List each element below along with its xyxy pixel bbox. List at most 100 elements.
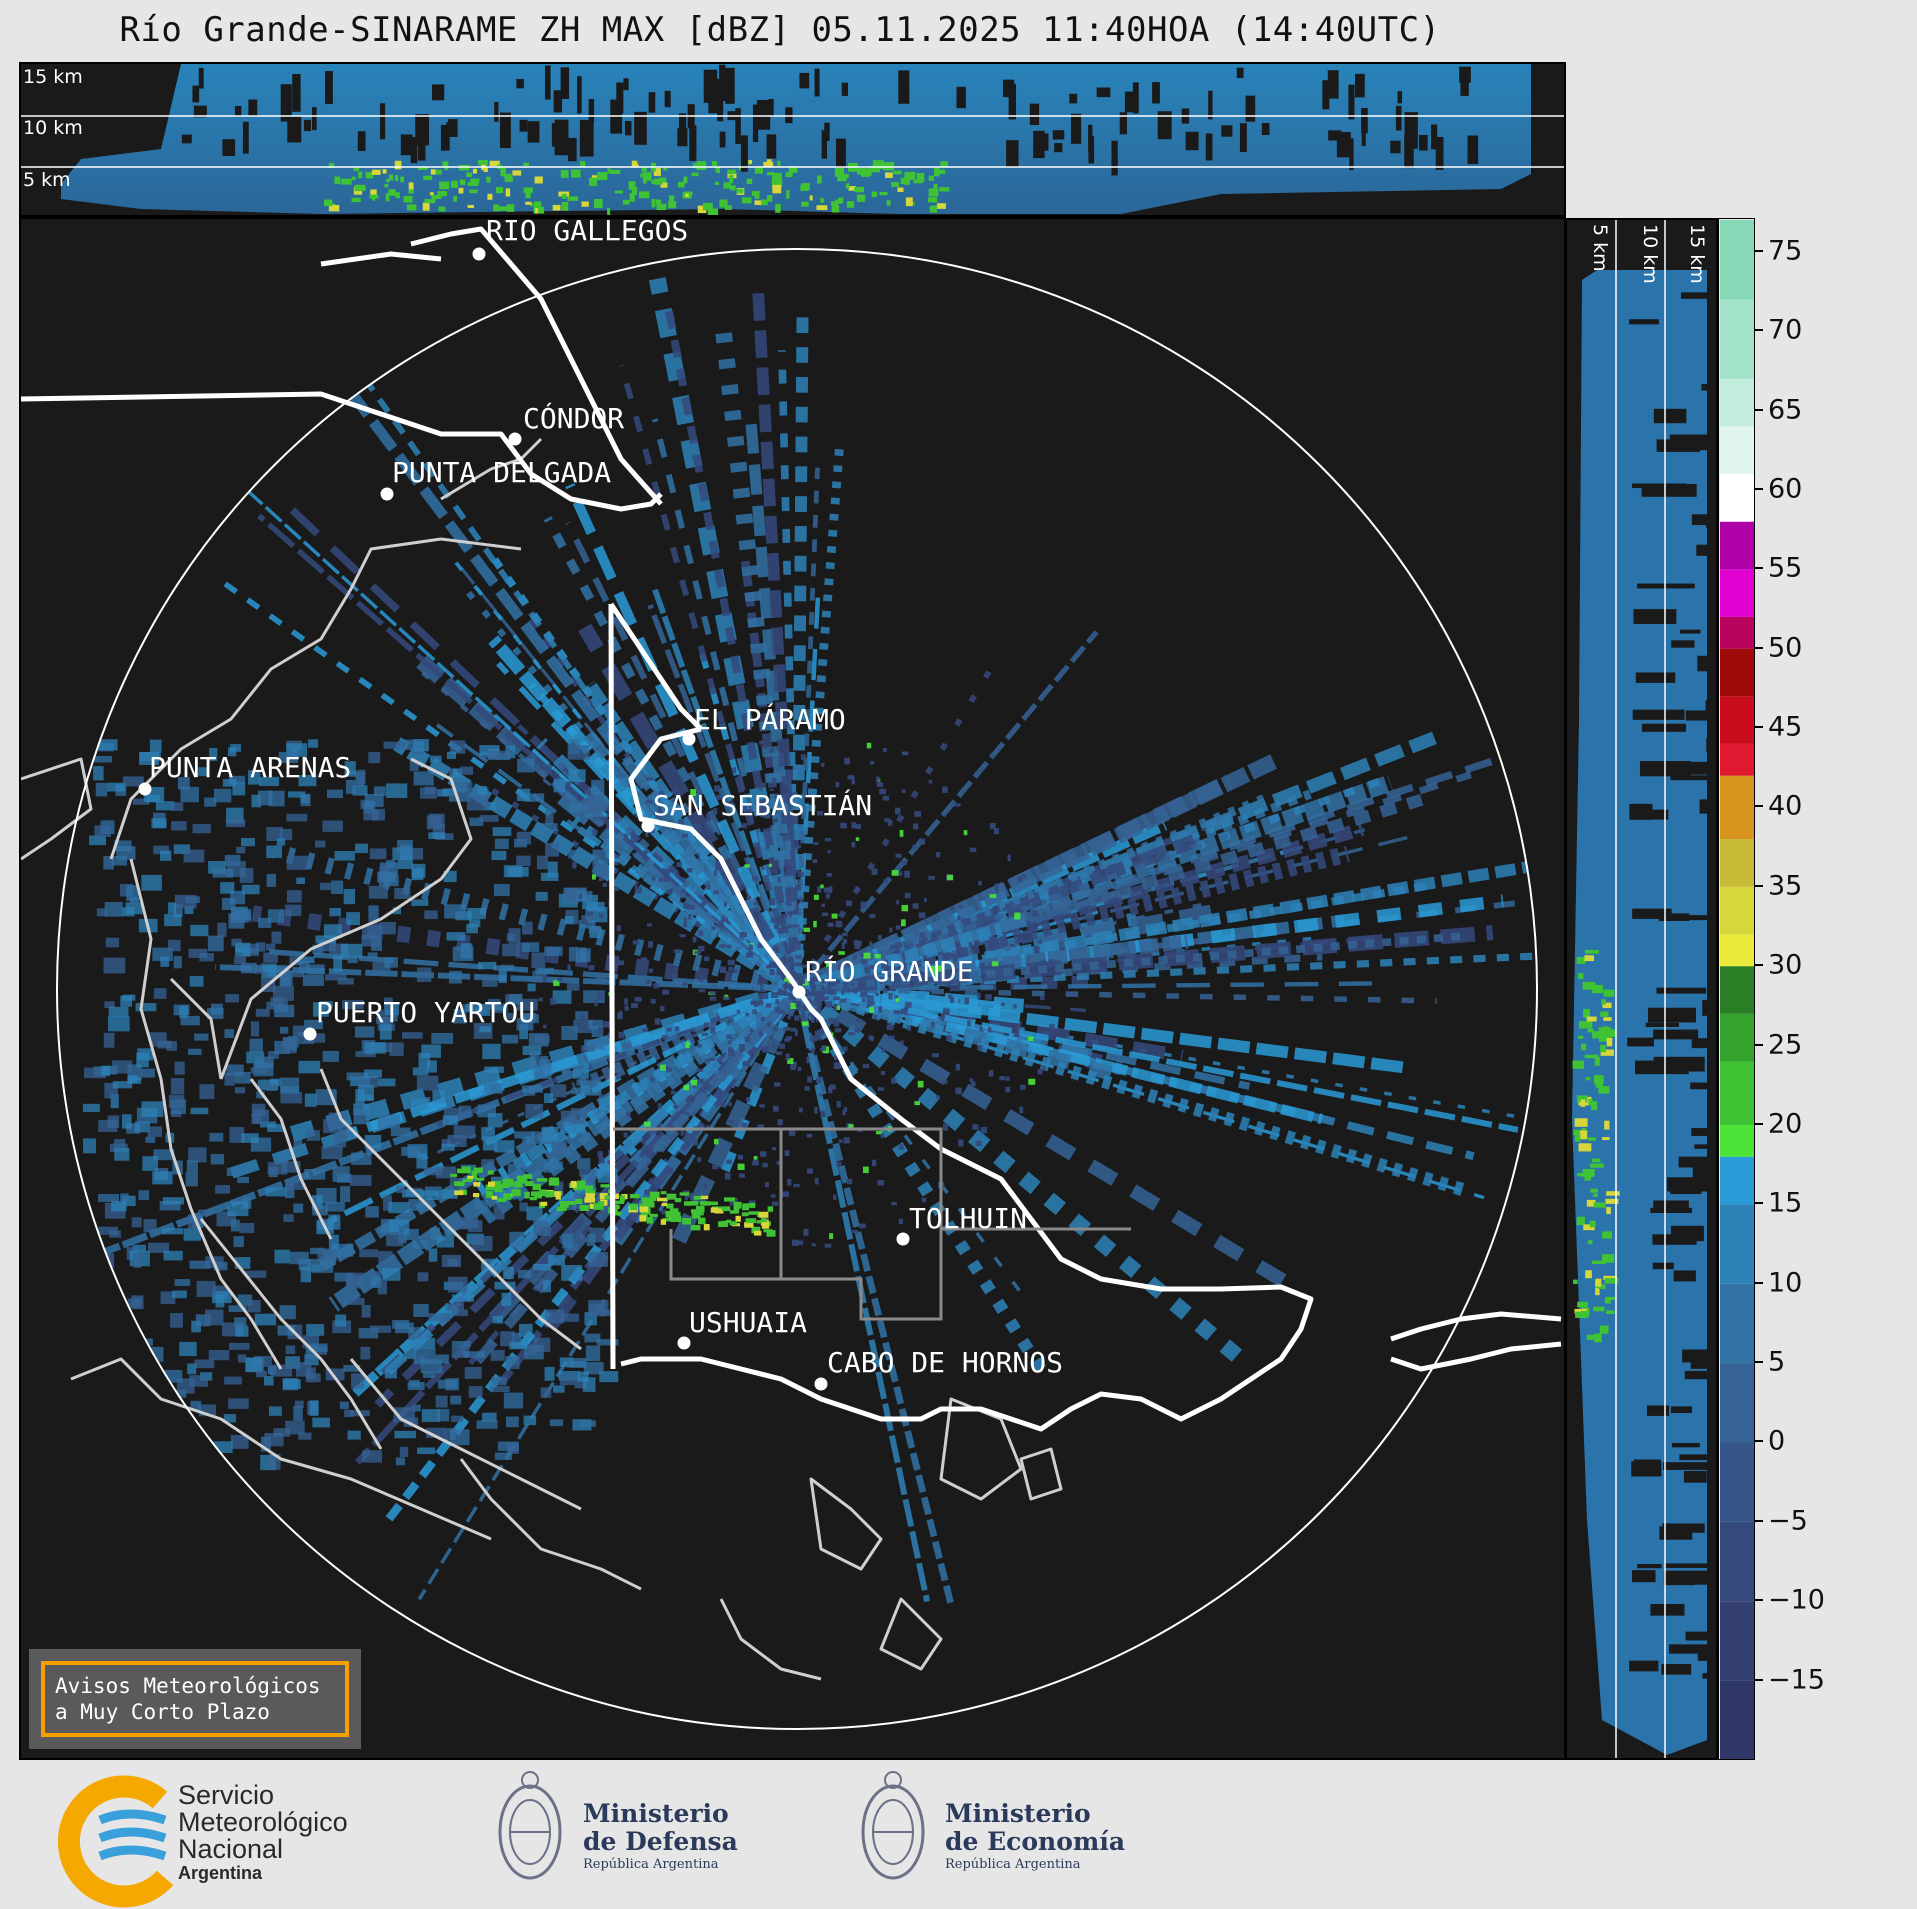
radar-echo-cell [395,1457,405,1466]
radar-echo-cell [509,1231,525,1248]
radar-echo-cell [322,820,343,832]
cross-section-echo [1606,1207,1611,1215]
cross-section-gap [648,92,656,113]
radar-echo-cell [223,1414,237,1423]
cross-section-gap [1670,1183,1702,1195]
radar-echo-cell [560,1313,580,1322]
radar-echo-cell [245,1270,267,1278]
radar-echo-cell [790,1066,797,1071]
radar-echo-cell [104,1283,118,1298]
colorbar-tick [1755,884,1763,887]
cross-section-gap [821,130,827,159]
radar-echo-cell [152,1368,162,1379]
cross-section-echo [742,197,752,204]
radar-echo-ray [366,382,800,991]
radar-echo-cell [159,850,172,861]
cross-section-gap [1629,803,1653,820]
radar-echo-cell [855,824,861,829]
radar-echo-cell [753,1049,759,1056]
radar-echo-cell [958,1139,964,1147]
cross-section-gap [1336,132,1351,158]
cross-section-gap [1701,384,1716,391]
radar-echo-cell [453,1125,476,1139]
cross-section-gap [1052,130,1065,140]
radar-echo-cell [571,1108,585,1125]
radar-echo-cell [312,1417,330,1428]
cross-section-gap [1111,140,1118,176]
radar-echo-cell [277,1325,295,1336]
radar-echo-cell [394,1430,416,1439]
cross-section-gap [1069,93,1078,104]
radar-echo-cell [673,1211,681,1219]
radar-echo-cell [879,788,887,795]
cross-section-echo [1595,1080,1604,1088]
radar-echo-ray [795,982,1473,1199]
radar-echo-cell [942,786,948,793]
radar-echo-cell [241,1133,259,1143]
radar-echo-cell [171,821,187,831]
radar-echo-cell [394,1322,414,1334]
radar-echo-cell [148,1242,170,1253]
cross-section-echo [469,189,478,194]
radar-echo-cell [729,1221,737,1226]
cross-section-echo [669,195,675,205]
radar-echo-cell [225,994,240,1003]
radar-echo-cell [270,997,284,1006]
radar-echo-cell [664,869,670,876]
radar-echo-ray [793,988,955,1606]
radar-echo-cell [127,1455,139,1463]
cross-section-gap [1653,1200,1689,1211]
colorbar-band [1720,1363,1754,1443]
radar-echo-cell [891,870,899,876]
radar-echo-cell [646,800,653,804]
radar-echo-cell [544,1159,555,1173]
radar-echo-cell [666,1066,672,1073]
radar-echo-cell [343,888,356,905]
radar-echo-cell [333,955,343,972]
radar-echo-cell [800,1018,808,1024]
colorbar-band [1720,696,1754,744]
cross-section-echo [715,167,721,174]
radar-echo-cell [479,815,499,822]
radar-echo-cell [261,963,277,979]
radar-echo-cell [989,936,997,942]
radar-echo-cell [441,1143,455,1151]
radar-echo-cell [343,1297,365,1305]
cross-section-gap [1645,1022,1679,1027]
cross-section-echo [429,192,434,196]
radar-echo-cell [684,1201,691,1206]
city-label-puerto-yartou: PUERTO YARTOU [316,996,536,1029]
cross-section-gap [1663,1572,1695,1586]
cross-section-gap [1670,1225,1704,1242]
radar-echo-cell [551,1140,568,1156]
cross-section-echo [628,181,636,190]
radar-echo-cell [449,740,466,754]
radar-echo-cell [759,1151,767,1157]
cross-section-echo [736,188,744,194]
cross-section-gap [568,137,577,162]
radar-echo-cell [692,936,697,943]
radar-echo-cell [698,1217,706,1225]
radar-echo-cell [474,1200,488,1210]
radar-echo-cell [497,1197,507,1202]
cross-section-gap [1390,140,1401,154]
radar-echo-cell [977,992,981,999]
cross-section-echo [653,168,661,177]
radar-echo-cell [693,1195,702,1200]
cross-section-echo [801,201,809,207]
cross-section-gap [1679,629,1701,634]
cross-section-echo [631,160,638,167]
radar-echo-cell [112,1060,133,1074]
radar-echo-cell [505,1356,520,1370]
radar-echo-cell [988,1069,994,1077]
radar-echo-cell [482,1043,501,1060]
radar-echo-cell [690,789,697,796]
colorbar-band [1720,521,1754,570]
radar-echo-cell [804,990,808,997]
radar-echo-cell [829,989,837,995]
radar-echo-cell [402,1189,425,1198]
radar-echo-cell [540,1387,552,1398]
cross-section-gap [312,107,317,131]
radar-echo-cell [850,982,855,986]
cross-section-echo [939,187,950,192]
